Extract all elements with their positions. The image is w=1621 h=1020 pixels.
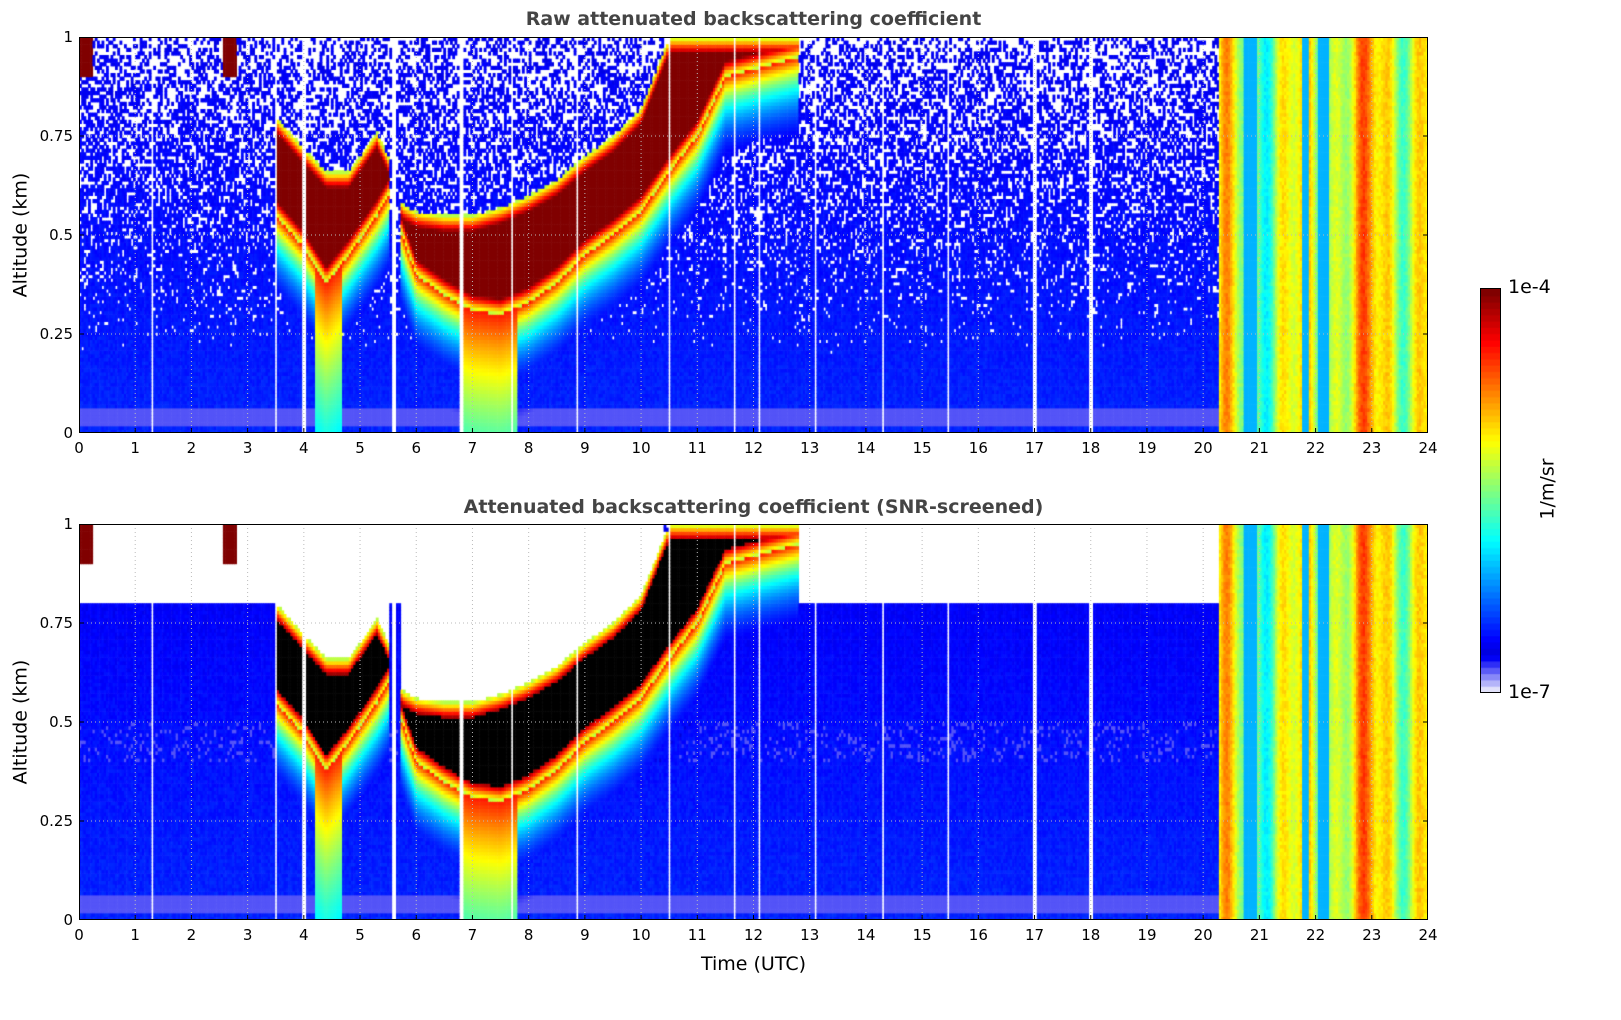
x-tick-label: 0 [74, 439, 84, 457]
y-tick-label: 0.5 [49, 713, 73, 731]
x-tick-label: 21 [1249, 439, 1269, 457]
x-tick-label: 10 [631, 926, 651, 944]
colorbar-unit-label: 1/m/sr [1536, 458, 1559, 520]
x-tick-label: 0 [74, 926, 84, 944]
x-tick-label: 3 [242, 439, 253, 457]
x-tick-label: 23 [1362, 926, 1382, 944]
x-tick-label: 12 [743, 926, 764, 944]
x-tick-label: 7 [467, 439, 478, 457]
x-tick-label: 12 [743, 439, 764, 457]
y-tick-label: 0 [63, 911, 73, 929]
colorbar-min-label: 1e-7 [1508, 681, 1551, 703]
x-tick-label: 2 [186, 926, 197, 944]
x-tick-label: 14 [856, 926, 876, 944]
y-tick-label: 0.25 [39, 325, 73, 343]
x-tick-label: 4 [299, 926, 309, 944]
x-tick-label: 13 [800, 439, 820, 457]
x-tick-label: 19 [1137, 439, 1157, 457]
x-tick-label: 20 [1193, 926, 1213, 944]
x-tick-label: 6 [411, 439, 422, 457]
x-tick-label: 18 [1081, 439, 1101, 457]
x-tick-label: 22 [1306, 926, 1326, 944]
y-tick-label: 0 [63, 424, 73, 442]
chart-title-screened: Attenuated backscattering coefficient (S… [463, 496, 1044, 518]
x-tick-label: 8 [523, 439, 534, 457]
x-tick-label: 7 [467, 926, 478, 944]
y-tick-label: 1 [63, 515, 73, 533]
x-tick-label: 10 [631, 439, 651, 457]
y-tick-label: 1 [63, 28, 73, 46]
x-tick-label: 1 [130, 926, 140, 944]
x-tick-label: 23 [1362, 439, 1382, 457]
y-tick-label: 0.75 [39, 614, 73, 632]
y-tick-label: 0.75 [39, 127, 73, 145]
x-tick-label: 11 [687, 926, 707, 944]
x-tick-label: 16 [968, 439, 988, 457]
x-tick-label: 8 [523, 926, 534, 944]
x-tick-label: 24 [1418, 439, 1438, 457]
x-tick-label: 19 [1137, 926, 1157, 944]
x-tick-label: 1 [130, 439, 140, 457]
x-tick-label: 5 [355, 926, 365, 944]
x-tick-label: 24 [1418, 926, 1438, 944]
x-tick-label: 21 [1249, 926, 1269, 944]
x-tick-label: 9 [580, 926, 590, 944]
colorbar [1480, 288, 1501, 693]
x-tick-label: 14 [856, 439, 876, 457]
y-axis-label-raw: Altitude (km) [9, 172, 32, 298]
colorbar-max-label: 1e-4 [1508, 276, 1551, 298]
x-tick-label: 18 [1081, 926, 1101, 944]
x-tick-label: 15 [912, 926, 932, 944]
x-tick-label: 16 [968, 926, 988, 944]
plot-frame-screened [79, 524, 1428, 920]
x-tick-label: 6 [411, 926, 422, 944]
y-axis-label-screened: Altitude (km) [9, 659, 32, 785]
x-tick-label: 2 [186, 439, 197, 457]
x-tick-label: 3 [242, 926, 253, 944]
chart-title-raw: Raw attenuated backscattering coefficien… [525, 8, 982, 30]
x-tick-label: 17 [1024, 926, 1045, 944]
x-tick-label: 22 [1306, 439, 1326, 457]
x-tick-label: 4 [299, 439, 309, 457]
x-tick-label: 9 [580, 439, 590, 457]
x-tick-label: 20 [1193, 439, 1213, 457]
x-tick-label: 15 [912, 439, 932, 457]
x-axis-label: Time (UTC) [700, 953, 807, 975]
plot-frame-raw [79, 37, 1428, 433]
y-tick-label: 0.25 [39, 812, 73, 830]
x-tick-label: 17 [1024, 439, 1045, 457]
x-tick-label: 5 [355, 439, 365, 457]
x-tick-label: 11 [687, 439, 707, 457]
x-tick-label: 13 [800, 926, 820, 944]
y-tick-label: 0.5 [49, 226, 73, 244]
